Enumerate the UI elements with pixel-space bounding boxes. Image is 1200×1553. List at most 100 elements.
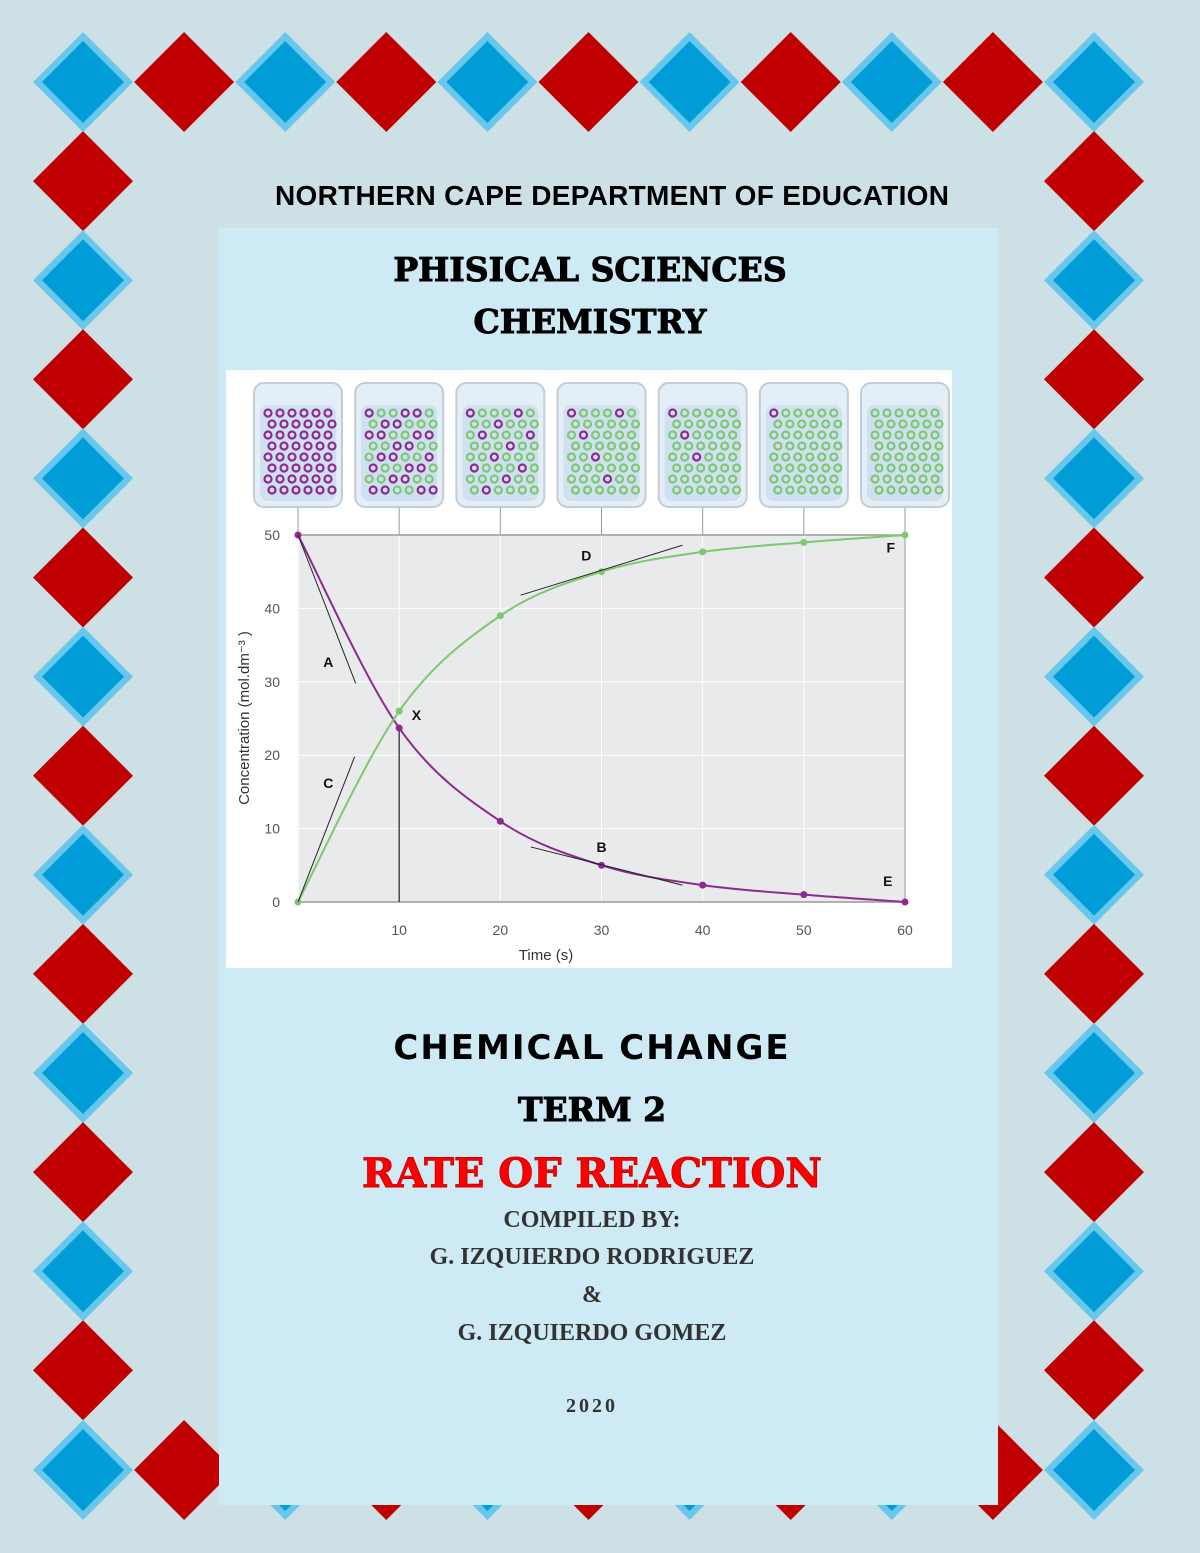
- particle: [287, 408, 297, 418]
- particle: [263, 408, 273, 418]
- x-tick-label: 50: [796, 922, 812, 938]
- particle: [922, 463, 932, 473]
- particle: [809, 463, 819, 473]
- blue-diamond-inner: [42, 1032, 124, 1114]
- data-point: [800, 538, 808, 546]
- red-diamond: [1044, 131, 1144, 232]
- particle: [267, 441, 277, 451]
- particle: [680, 474, 690, 484]
- red-diamond: [740, 32, 841, 132]
- particle: [267, 485, 277, 495]
- particle: [299, 430, 309, 440]
- particle: [809, 419, 819, 429]
- particle: [529, 485, 539, 495]
- particle: [428, 419, 438, 429]
- annotation-label: A: [323, 654, 333, 670]
- particle: [781, 474, 791, 484]
- particle: [364, 474, 374, 484]
- particle: [793, 430, 803, 440]
- particle: [910, 419, 920, 429]
- particle: [529, 441, 539, 451]
- particle: [716, 430, 726, 440]
- particle: [279, 441, 289, 451]
- particle: [477, 430, 487, 440]
- y-tick-label: 30: [264, 674, 280, 690]
- particle: [672, 441, 682, 451]
- particle: [882, 430, 892, 440]
- blue-diamond-inner: [1053, 635, 1135, 718]
- annotation-label: C: [323, 775, 333, 791]
- particle: [680, 430, 690, 440]
- blue-diamond-inner: [42, 1230, 124, 1313]
- data-point: [598, 861, 605, 869]
- particle: [898, 485, 908, 495]
- annotation-label: F: [887, 540, 896, 556]
- particle: [501, 474, 511, 484]
- particle: [505, 485, 515, 495]
- particle: [299, 408, 309, 418]
- red-diamond: [134, 1420, 235, 1520]
- particle: [303, 463, 313, 473]
- beaker-liquid: [361, 405, 438, 501]
- red-diamond: [1044, 923, 1144, 1024]
- particle: [922, 485, 932, 495]
- concentration-time-chart: 0 10 20 30 40 50 10 20 30 40 50 60 Time (s) Concent…: [236, 382, 950, 964]
- particle: [400, 452, 410, 462]
- particle: [781, 408, 791, 418]
- particle: [728, 452, 738, 462]
- particle: [412, 408, 422, 418]
- particle: [416, 441, 426, 451]
- particle: [291, 419, 301, 429]
- particle: [311, 430, 321, 440]
- red-diamond: [33, 131, 133, 232]
- blue-diamond-inner: [1053, 833, 1135, 916]
- particle: [930, 474, 940, 484]
- particle: [894, 474, 904, 484]
- particle: [267, 463, 277, 473]
- particle: [376, 430, 386, 440]
- particle: [493, 419, 503, 429]
- blue-diamond-inner: [42, 41, 124, 123]
- particle: [805, 474, 815, 484]
- particle: [303, 419, 313, 429]
- particle: [922, 419, 932, 429]
- particle: [773, 441, 783, 451]
- particle: [315, 419, 325, 429]
- particle: [606, 419, 617, 429]
- particle: [400, 430, 410, 440]
- particle: [930, 408, 940, 418]
- particle: [582, 419, 593, 429]
- particle: [720, 463, 730, 473]
- particle: [672, 485, 682, 495]
- x-tick-label: 10: [391, 922, 407, 938]
- particle: [428, 463, 438, 473]
- particle: [630, 463, 641, 473]
- particle: [582, 485, 593, 495]
- particle: [894, 408, 904, 418]
- particle: [493, 463, 503, 473]
- y-tick-label: 40: [264, 600, 280, 616]
- particle: [311, 408, 321, 418]
- particle: [934, 419, 944, 429]
- particle: [716, 408, 726, 418]
- particle: [918, 430, 928, 440]
- data-point: [800, 891, 808, 899]
- particle: [424, 452, 434, 462]
- particle: [918, 408, 928, 418]
- particle: [773, 463, 783, 473]
- particle: [364, 430, 374, 440]
- particle: [874, 419, 884, 429]
- particle: [910, 441, 920, 451]
- particle: [614, 452, 625, 462]
- particle: [570, 419, 581, 429]
- particle: [481, 463, 491, 473]
- particle: [829, 430, 839, 440]
- term-title: TERM 2: [517, 1090, 667, 1130]
- particle: [376, 408, 386, 418]
- particle: [525, 474, 535, 484]
- blue-diamond-inner: [42, 239, 124, 322]
- particle: [525, 452, 535, 462]
- particle: [882, 408, 892, 418]
- particle: [720, 441, 730, 451]
- particle: [566, 452, 577, 462]
